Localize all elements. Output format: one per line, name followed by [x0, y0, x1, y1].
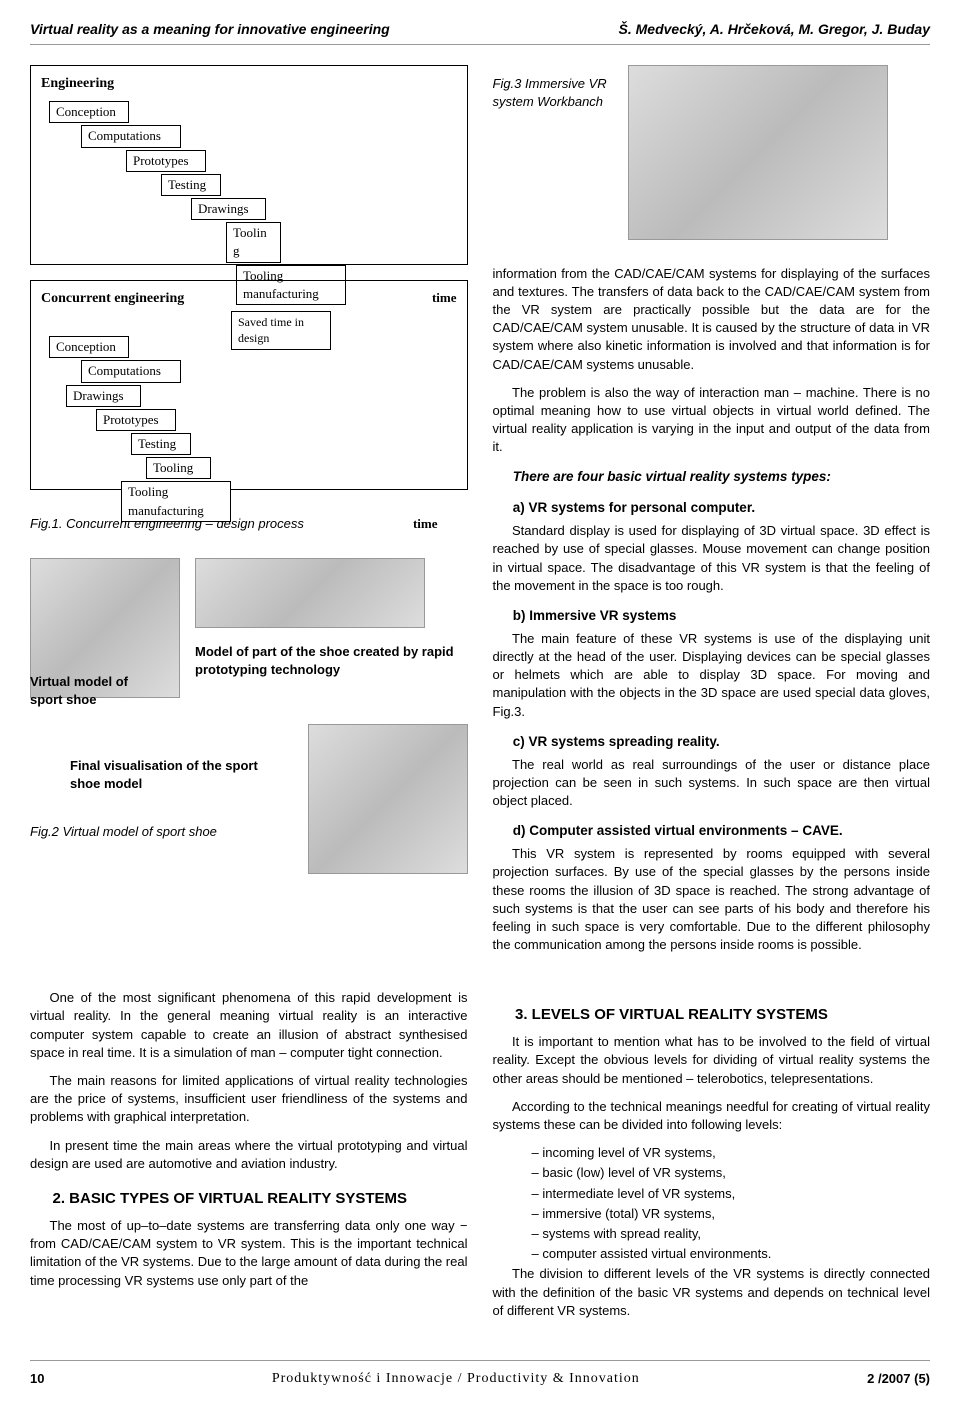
vr-level-item: incoming level of VR systems, [532, 1144, 931, 1162]
diagram2-step: Drawings [66, 385, 141, 407]
diagram2-step: Computations [81, 360, 181, 382]
ll-p4: The most of up–to–date systems are trans… [30, 1217, 468, 1290]
right-column-top: Fig.3 Immersive VR system Workbanch info… [493, 65, 931, 965]
diagram2-step: Tooling manufacturing [121, 481, 231, 521]
lower-section: One of the most significant phenomena of… [30, 989, 930, 1330]
vr-level-item: basic (low) level of VR systems, [532, 1164, 931, 1182]
diagram2-step: Prototypes [96, 409, 176, 431]
vr-levels-list: incoming level of VR systems, basic (low)… [532, 1144, 931, 1263]
diagram1-step: Toolin g [226, 222, 281, 262]
section2-heading: 2. BASIC TYPES OF VIRTUAL REALITY SYSTEM… [30, 1188, 468, 1209]
lr-p2: According to the technical meanings need… [493, 1098, 931, 1134]
c-heading: c) VR systems spreading reality. [493, 733, 931, 752]
page-number: 10 [30, 1370, 44, 1388]
shoe-section: Model of part of the shoe created by rap… [30, 558, 468, 874]
model-part-label: Model of part of the shoe created by rap… [195, 643, 468, 679]
ll-p2: The main reasons for limited application… [30, 1072, 468, 1127]
fig3-image [628, 65, 888, 240]
page-header: Virtual reality as a meaning for innovat… [30, 20, 930, 45]
fig3-caption: Fig.3 Immersive VR system Workbanch [493, 75, 613, 230]
section3-heading: 3. LEVELS OF VIRTUAL REALITY SYSTEMS [493, 1004, 931, 1025]
diagram2-step: Tooling [146, 457, 211, 479]
diagram1-step: Drawings [191, 198, 266, 220]
diagram1-steps: ConceptionComputations PrototypesTestingD… [41, 101, 457, 305]
lr-p1: It is important to mention what has to b… [493, 1033, 931, 1088]
diagram-engineering: Engineering ConceptionComputations Protot… [30, 65, 468, 265]
left-column-top: Engineering ConceptionComputationsProtot… [30, 65, 468, 965]
footer-journal: Produktywność i Innowacje / Productivity… [272, 1369, 640, 1389]
diagram2-step: Conception [49, 336, 129, 358]
rc-p2: The problem is also the way of interacti… [493, 384, 931, 457]
diagram2-step: Testing [131, 433, 191, 455]
a-text: Standard display is used for displaying … [493, 522, 931, 595]
vr-level-item: intermediate level of VR systems, [532, 1185, 931, 1203]
diagram2-title: Concurrent engineering [41, 289, 184, 309]
vr-level-item: computer assisted virtual environments. [532, 1245, 931, 1263]
b-text: The main feature of these VR systems is … [493, 630, 931, 721]
rc-p1: information from the CAD/CAE/CAM systems… [493, 265, 931, 374]
footer-issue: 2 /2007 (5) [867, 1370, 930, 1388]
diagram2-steps: ConceptionComputations DrawingsPrototypes… [41, 336, 457, 522]
diagram1-title: Engineering [41, 74, 457, 94]
fig2-caption: Fig.2 Virtual model of sport shoe [30, 823, 293, 841]
diagram1-step: Conception [49, 101, 129, 123]
final-vis-label: Final visualisation of the sport shoe mo… [70, 757, 270, 793]
diagram2-time: time [432, 289, 457, 317]
lr-p3: The division to different levels of the … [493, 1265, 931, 1320]
ll-p1: One of the most significant phenomena of… [30, 989, 468, 1062]
ll-p3: In present time the main areas where the… [30, 1137, 468, 1173]
d-heading: d) Computer assisted virtual environment… [493, 822, 931, 841]
vr-level-item: systems with spread reality, [532, 1225, 931, 1243]
vr-level-item: immersive (total) VR systems, [532, 1205, 931, 1223]
final-shoe-image [308, 724, 468, 874]
lower-left-col: One of the most significant phenomena of… [30, 989, 468, 1330]
diagram1-step: Prototypes [126, 150, 206, 172]
a-heading: a) VR systems for personal computer. [493, 499, 931, 518]
c-text: The real world as real surroundings of t… [493, 756, 931, 811]
types-heading: There are four basic virtual reality sys… [493, 468, 931, 487]
authors: Š. Medvecký, A. Hrčeková, M. Gregor, J. … [619, 20, 931, 40]
lower-right-col: 3. LEVELS OF VIRTUAL REALITY SYSTEMS It … [493, 989, 931, 1330]
diagram1-step: Testing [161, 174, 221, 196]
diagram-concurrent: Concurrent engineering time Saved time i… [30, 280, 468, 490]
article-title: Virtual reality as a meaning for innovat… [30, 20, 390, 40]
diagram1-step: Computations [81, 125, 181, 147]
shoe-part-image [195, 558, 425, 628]
d-text: This VR system is represented by rooms e… [493, 845, 931, 954]
b-heading: b) Immersive VR systems [493, 607, 931, 626]
top-section: Engineering ConceptionComputationsProtot… [30, 65, 930, 965]
shoe-row2: Final visualisation of the sport shoe mo… [30, 724, 468, 874]
saved-time-box: Saved time in design [231, 311, 331, 351]
page-footer: 10 Produktywność i Innowacje / Productiv… [30, 1360, 930, 1389]
